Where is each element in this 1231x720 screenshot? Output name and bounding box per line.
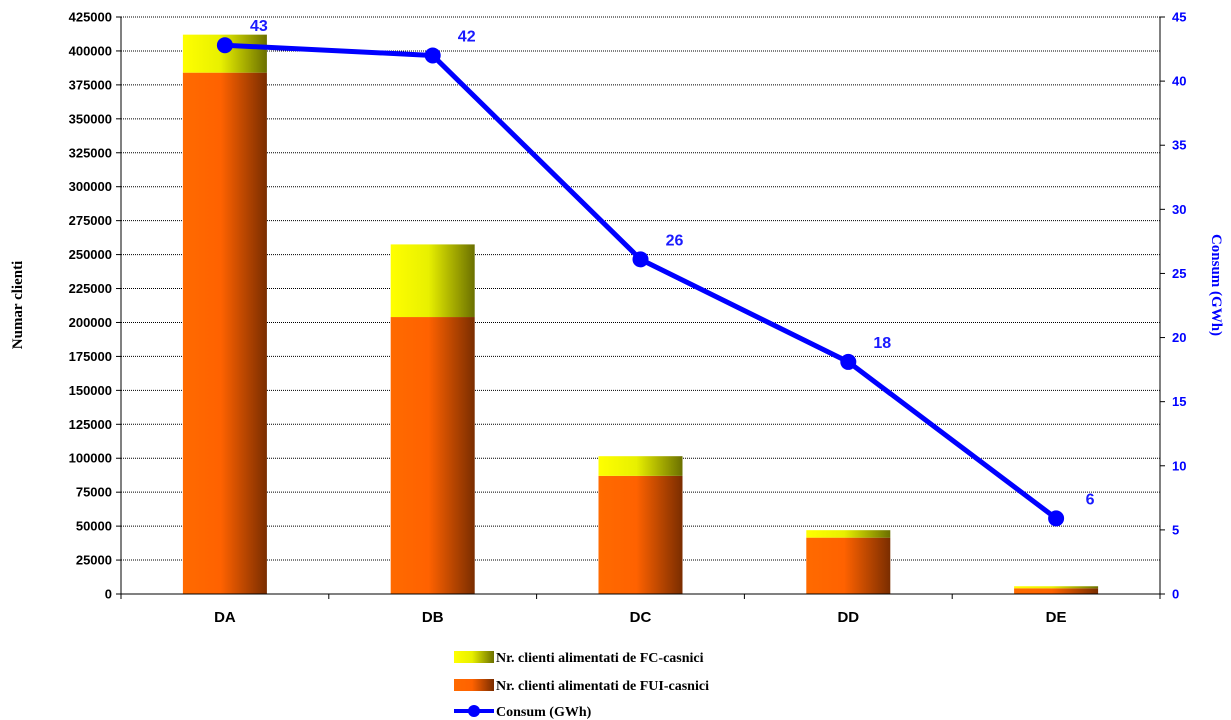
bar-fc — [598, 456, 683, 476]
y2-tick-label: 15 — [1172, 394, 1186, 409]
axes — [120, 17, 1161, 599]
consum-marker — [840, 353, 857, 370]
y-tick-label: 100000 — [69, 451, 112, 466]
legend-label-fui: Nr. clienti alimentati de FUI-casnici — [496, 679, 709, 694]
consum-line-path — [224, 42, 1058, 521]
consum-marker — [216, 37, 233, 54]
y-tick-label: 225000 — [69, 281, 112, 296]
right-axis-ticks: 0 5 10 15 20 25 30 35 40 45 — [1160, 10, 1186, 602]
consum-data-label: 26 — [666, 232, 684, 249]
legend-label-consum: Consum (GWh) — [496, 705, 592, 720]
legend-swatch-fc — [454, 651, 494, 663]
category-label: DD — [837, 609, 859, 626]
bar-fui — [390, 317, 475, 594]
consum-data-labels: 43 42 26 18 6 — [250, 18, 1095, 508]
y-tick-label: 0 — [105, 587, 112, 602]
consum-data-label: 42 — [458, 28, 476, 45]
y-tick-label: 325000 — [69, 145, 112, 160]
consum-data-label: 18 — [873, 335, 891, 352]
consum-line — [216, 37, 1065, 527]
bar-fui — [598, 475, 683, 594]
legend-label-fc: Nr. clienti alimentati de FC-casnici — [496, 651, 704, 666]
left-axis-title: Numar clienti — [10, 261, 26, 349]
y-tick-label: 175000 — [69, 349, 112, 364]
bar-fc — [1014, 586, 1099, 589]
y2-tick-label: 35 — [1172, 138, 1186, 153]
y-tick-label: 425000 — [69, 10, 112, 25]
bar-fui — [182, 72, 267, 595]
legend: Nr. clienti alimentati de FC-casnici Nr.… — [454, 651, 709, 720]
consum-marker — [632, 251, 649, 268]
y2-tick-label: 10 — [1172, 458, 1186, 473]
y2-tick-label: 30 — [1172, 202, 1186, 217]
bar-fui — [806, 537, 891, 594]
y2-tick-label: 40 — [1172, 74, 1186, 89]
y2-tick-label: 25 — [1172, 266, 1186, 281]
legend-swatch-fui — [454, 679, 494, 691]
legend-swatch-consum-marker — [468, 705, 480, 717]
legend-item-consum: Consum (GWh) — [454, 705, 592, 720]
bar-fui — [1014, 588, 1099, 594]
y-tick-label: 400000 — [69, 43, 112, 58]
category-label: DA — [214, 609, 236, 626]
y-tick-label: 350000 — [69, 111, 112, 126]
legend-item-fc: Nr. clienti alimentati de FC-casnici — [454, 651, 704, 666]
category-labels: DA DB DC DD DE — [214, 609, 1066, 626]
category-label: DC — [630, 609, 652, 626]
category-label: DE — [1046, 609, 1067, 626]
bars — [182, 34, 1099, 595]
y-tick-label: 200000 — [69, 315, 112, 330]
y-tick-label: 125000 — [69, 417, 112, 432]
y-tick-label: 250000 — [69, 247, 112, 262]
bar-fc — [806, 530, 891, 538]
y-tick-label: 375000 — [69, 77, 112, 92]
y-tick-label: 25000 — [76, 553, 112, 568]
consum-marker — [1048, 510, 1065, 527]
y-tick-label: 50000 — [76, 519, 112, 534]
y-tick-label: 275000 — [69, 213, 112, 228]
y-tick-label: 150000 — [69, 383, 112, 398]
category-label: DB — [422, 609, 444, 626]
legend-item-fui: Nr. clienti alimentati de FUI-casnici — [454, 679, 709, 694]
right-axis-title: Consum (GWh) — [1208, 234, 1224, 336]
consum-marker — [424, 47, 441, 64]
bar-fc — [390, 244, 475, 318]
y2-tick-label: 5 — [1172, 522, 1179, 537]
consum-data-label: 43 — [250, 18, 268, 35]
y2-tick-label: 0 — [1172, 587, 1179, 602]
y2-tick-label: 20 — [1172, 330, 1186, 345]
y2-tick-label: 45 — [1172, 10, 1186, 25]
y-tick-label: 75000 — [76, 485, 112, 500]
consum-data-label: 6 — [1086, 491, 1095, 508]
left-axis-ticks: 0 25000 50000 75000 100000 125000 150000 175000… — [69, 10, 121, 602]
y-tick-label: 300000 — [69, 179, 112, 194]
